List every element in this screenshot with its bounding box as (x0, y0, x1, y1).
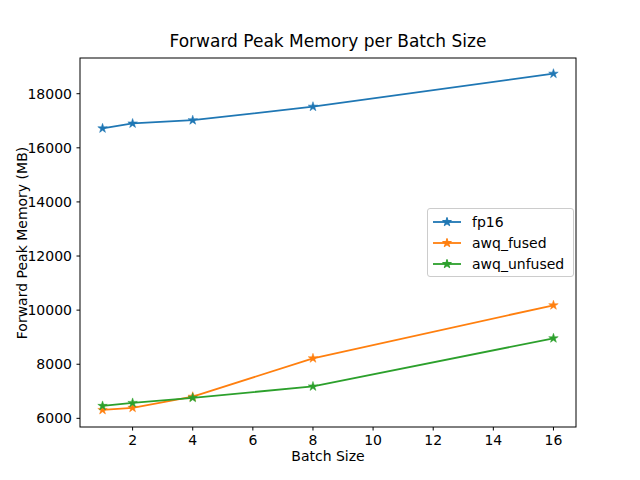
x-tick-label: 8 (309, 432, 318, 448)
legend-label-awq-fused: awq_fused (472, 235, 547, 251)
series-marker-fp16 (549, 69, 559, 78)
x-tick-label: 2 (128, 432, 137, 448)
series-marker-fp16 (128, 118, 138, 127)
chart-title: Forward Peak Memory per Batch Size (80, 31, 576, 51)
legend: fp16 awq_fused awq_unfused (427, 208, 574, 277)
series-marker-awq_unfused (308, 381, 318, 390)
x-tick-label: 12 (424, 432, 442, 448)
y-axis-label-box: Forward Peak Memory (MB) (0, 58, 44, 427)
series-marker-awq_unfused (188, 393, 198, 402)
legend-label-fp16: fp16 (472, 214, 504, 230)
figure: 2468101214166000800010000120001400016000… (0, 0, 640, 480)
legend-entry-awq-fused: awq_fused (432, 232, 564, 253)
x-tick-label: 10 (364, 432, 382, 448)
x-tick-label: 6 (248, 432, 257, 448)
x-axis-label: Batch Size (80, 448, 576, 464)
legend-entry-awq-unfused: awq_unfused (432, 253, 564, 274)
x-tick-label: 16 (545, 432, 563, 448)
series-marker-fp16 (188, 115, 198, 124)
series-marker-awq_fused (549, 300, 559, 309)
awq-unfused-line-marker-icon (432, 256, 462, 272)
x-tick-label: 4 (188, 432, 197, 448)
fp16-line-marker-icon (432, 214, 462, 230)
x-tick-label: 14 (484, 432, 502, 448)
awq-fused-line-marker-icon (432, 235, 462, 251)
series-marker-fp16 (98, 123, 108, 132)
legend-entry-fp16: fp16 (432, 211, 564, 232)
series-marker-fp16 (308, 102, 318, 111)
series-marker-awq_fused (308, 353, 318, 362)
legend-label-awq-unfused: awq_unfused (472, 256, 564, 272)
series-line-awq_fused (103, 305, 554, 410)
y-axis-label: Forward Peak Memory (MB) (14, 146, 30, 338)
series-line-awq_unfused (103, 338, 554, 406)
series-marker-awq_unfused (549, 333, 559, 342)
series-line-fp16 (103, 74, 554, 129)
